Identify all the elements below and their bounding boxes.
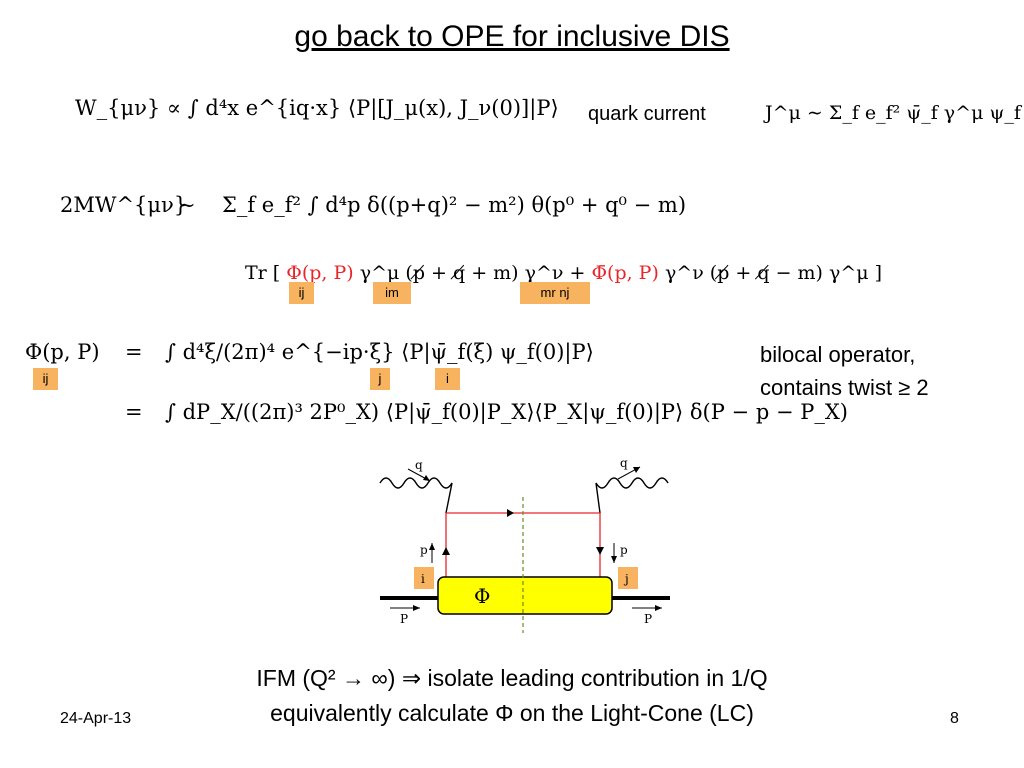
index-tag-mr-nj-trace: mr nj (520, 282, 590, 304)
quark-current-label: quark current (588, 103, 706, 125)
trace-phibar: Φ̄(p, P) (591, 262, 659, 284)
two-m-w-sim: ∼ (178, 193, 196, 217)
phi-blob-label: Φ (474, 584, 490, 608)
trace-phi: Φ(p, P) (286, 262, 354, 284)
phi-lhs: Φ(p, P) (25, 340, 100, 364)
photon-left-line (379, 477, 453, 514)
phi-rhs-line1: ∫ d⁴ξ/(2π)⁴ e^{−ip·ξ} ⟨P|ψ̄_f(ξ) ψ_f(0)|… (165, 340, 594, 364)
q-label-left: q (415, 458, 423, 472)
index-tag-j-phi: j (370, 368, 390, 390)
footer-date: 24-Apr-13 (60, 710, 132, 727)
diagram-tag-j: j (623, 572, 629, 586)
phi-eq-sign-1: = (125, 340, 143, 364)
handbag-diagram: q q p p i j Φ P P (379, 456, 670, 633)
index-tag-ij-trace: ij (289, 282, 314, 304)
trace-end: γ^ν (p̸ + q̸ − m) γ^μ ] (664, 262, 883, 284)
phi-blob (437, 576, 613, 615)
slide-title: go back to OPE for inclusive DIS (294, 20, 730, 53)
P-label-right: P (644, 612, 652, 626)
bottom-line-1: IFM (Q² → ∞) ⇒ isolate leading contribut… (256, 665, 768, 691)
side-note-line1: bilocal operator, (760, 342, 916, 367)
footer-page-number: 8 (950, 710, 959, 727)
p-label-left: p (420, 543, 428, 557)
w-mu-nu-equation: W_{μν} ∝ ∫ d⁴x e^{iq·x} ⟨P|[J_μ(x), J_ν(… (75, 96, 559, 120)
index-tag-im-trace: im (373, 282, 411, 304)
bottom-line-2: equivalently calculate Φ on the Light-Co… (270, 700, 754, 726)
P-label-left: P (400, 612, 408, 626)
trace-expression: Tr [ Φ(p, P) γ^μ (p̸ + q̸ + m) γ^ν + Φ̄(… (245, 262, 882, 284)
trace-mid: γ^μ (p̸ + q̸ + m) γ^ν + (359, 262, 586, 284)
p-label-right: p (620, 543, 628, 557)
q-label-right: q (620, 456, 628, 470)
trace-prefix: Tr [ (245, 262, 281, 284)
current-definition: J^μ ∼ Σ_f e_f² ψ̄_f γ^μ ψ_f (765, 102, 1021, 124)
phi-eq-sign-2: = (125, 400, 143, 424)
index-tag-ij-phi: ij (33, 368, 58, 390)
side-note-line2: contains twist ≥ 2 (760, 375, 929, 400)
two-m-w-rhs: Σ_f e_f² ∫ d⁴p δ((p+q)² − m²) θ(p⁰ + q⁰ … (222, 193, 687, 217)
two-m-w-lhs: 2MW^{μν} (60, 193, 188, 217)
index-tag-i-phi: i (435, 368, 460, 390)
diagram-tag-i: i (421, 572, 425, 586)
photon-right-line (595, 477, 669, 514)
phi-rhs-line2: ∫ dP_X/((2π)³ 2P⁰_X) ⟨P|ψ̄_f(0)|P_X⟩⟨P_X… (165, 400, 848, 424)
